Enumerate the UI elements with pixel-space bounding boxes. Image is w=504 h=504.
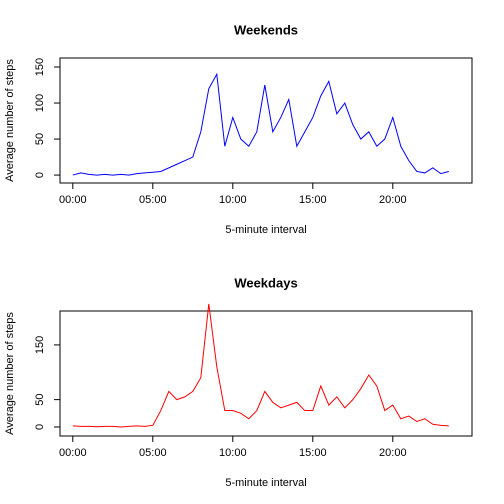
y-tick-label: 50 xyxy=(34,393,46,405)
y-tick-label: 0 xyxy=(34,424,46,430)
y-axis-label: Average number of steps xyxy=(4,312,16,435)
x-tick-label: 05:00 xyxy=(139,447,167,459)
data-line xyxy=(72,72,449,176)
plot-box xyxy=(59,310,473,437)
y-tick-label: 100 xyxy=(34,94,46,112)
y-tick-label: 50 xyxy=(34,133,46,145)
chart-title: Weekdays xyxy=(234,275,297,290)
x-tick-label: 10:00 xyxy=(219,447,247,459)
x-axis-label: 5-minute interval xyxy=(225,477,306,489)
y-tick-label: 150 xyxy=(34,58,46,76)
y-tick-label: 0 xyxy=(34,172,46,178)
x-axis-label: 5-minute interval xyxy=(225,224,306,236)
x-tick-label: 20:00 xyxy=(379,447,407,459)
chart-title: Weekends xyxy=(234,22,298,37)
x-tick-label: 15:00 xyxy=(299,194,327,206)
plot-box xyxy=(59,57,473,184)
y-tick-label: 150 xyxy=(34,336,46,354)
y-axis-label: Average number of steps xyxy=(4,59,16,182)
x-tick-label: 00:00 xyxy=(59,194,87,206)
data-line xyxy=(72,303,449,428)
x-tick-label: 15:00 xyxy=(299,447,327,459)
x-tick-label: 00:00 xyxy=(59,447,87,459)
x-tick-label: 20:00 xyxy=(379,194,407,206)
x-tick-label: 10:00 xyxy=(219,194,247,206)
x-tick-label: 05:00 xyxy=(139,194,167,206)
